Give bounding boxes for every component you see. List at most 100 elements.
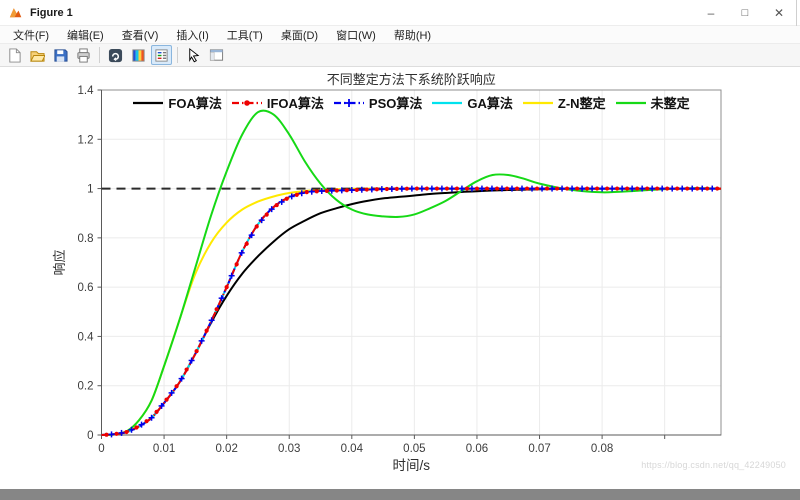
ifoa-marker-dot [655,186,660,191]
print-figure-icon[interactable] [73,45,94,65]
ifoa-marker-dot [334,188,339,193]
insert-legend-icon[interactable] [151,45,172,65]
ifoa-marker-dot [444,186,450,191]
legend-label: GA算法 [467,96,513,111]
ifoa-marker-dot [284,196,289,201]
ifoa-marker-dot [524,186,530,191]
ifoa-marker-dot [424,186,429,191]
series-line [101,109,722,436]
legend-item-0: FOA算法 [132,93,222,112]
chart-legend[interactable]: FOA算法 IFOA算法 PSO算法 GA算法 Z-N整定 未整定 [101,93,721,112]
menu-item-6[interactable]: 窗口(W) [336,29,376,42]
menu-bar: 文件(F) 编辑(E) 查看(V) 插入(I) 工具(T) 桌面(D) 窗口(W) 帮助(H) [0,26,800,44]
window-bottom-edge [0,489,800,500]
figure-app-icon [8,5,23,20]
x-tick-label: 0.03 [278,443,300,455]
ifoa-marker-dot [544,186,550,191]
y-axis-label: 响应 [52,249,67,275]
maximize-button[interactable]: □ [741,7,749,19]
ifoa-marker-dot [254,224,259,229]
ifoa-marker-dot [364,187,369,192]
show-plot-tools-icon[interactable] [206,45,227,65]
x-axis-label: 时间/s [392,458,430,473]
legend-label: PSO算法 [368,96,423,111]
save-figure-icon[interactable] [50,45,71,65]
ifoa-marker-dot [675,186,680,191]
legend-item-5: 未整定 [615,93,690,112]
menu-item-0[interactable]: 文件(F) [13,29,50,42]
legend-item-4: Z-N整定 [522,93,606,112]
menu-item-1[interactable]: 编辑(E) [67,29,104,42]
ifoa-marker-dot [114,431,119,436]
open-file-icon[interactable] [27,45,48,65]
legend-sample-line [133,101,164,104]
ifoa-marker-dot [174,384,179,389]
x-tick-label: 0.04 [341,443,364,455]
ifoa-marker-dot [434,186,440,191]
y-tick-label: 1.4 [78,85,95,97]
minimize-button[interactable]: – [707,6,715,20]
ifoa-marker-dot [154,409,159,414]
ifoa-marker-dot [124,429,129,435]
legend-sample-line [432,101,463,104]
legend-sample-dashdot [231,99,262,106]
ifoa-marker-dot [504,186,510,191]
ifoa-marker-dot [234,262,239,267]
legend-label: 未整定 [650,96,690,111]
menu-item-2[interactable]: 查看(V) [121,29,159,42]
close-button[interactable]: ✕ [773,6,785,20]
ifoa-marker-dot [574,186,580,191]
y-tick-label: 1.2 [78,134,94,146]
ifoa-marker-dot [514,186,520,191]
menu-item-3[interactable]: 插入(I) [176,29,209,42]
new-figure-icon[interactable] [4,45,25,65]
y-tick-label: 0 [87,430,93,442]
ifoa-marker-dot [314,189,319,194]
edit-plot-icon[interactable] [183,45,204,65]
y-tick-label: 0.4 [78,331,95,343]
ifoa-marker-dot [394,186,399,191]
ifoa-marker-dot [625,186,630,191]
ifoa-marker-dot [595,186,600,191]
ifoa-marker-dot [184,367,189,372]
x-tick-label: 0 [98,443,104,455]
toolbar-separator [177,47,178,63]
ifoa-marker-dot [464,186,470,191]
window-title: Figure 1 [30,6,73,19]
watermark-text: https://blog.csdn.net/qq_42249050 [641,460,786,470]
toolbar [0,44,800,67]
chart: 0 0.01 0.02 0.03 0.04 0.05 0.06 0.07 0.08 0 0.2 0.4… [52,72,722,473]
ifoa-marker-dot [494,186,500,191]
menu-item-5[interactable]: 桌面(D) [280,29,319,42]
menu-item-4[interactable]: 工具(T) [226,29,263,42]
ifoa-marker-dot [695,186,700,191]
plot-area [101,90,721,435]
link-plot-icon[interactable] [105,45,126,65]
insert-colorbar-icon[interactable] [128,45,149,65]
legend-label: Z-N整定 [557,96,606,111]
ifoa-marker-dot [665,186,670,191]
legend-item-3: GA算法 [431,93,513,112]
ifoa-marker-dot [374,187,379,192]
ifoa-marker-dot [635,186,640,191]
legend-item-1: IFOA算法 [231,93,324,112]
ifoa-marker-dot [214,307,219,312]
toolbar-separator [99,47,100,63]
ifoa-marker-dot [144,419,149,424]
ifoa-marker-dot [164,397,169,402]
legend-item-2: PSO算法 [333,93,422,112]
ifoa-marker-dot [564,186,570,191]
ifoa-marker-dot [294,192,299,197]
ifoa-marker-dot [554,186,560,191]
ifoa-marker-dot [194,349,199,354]
ifoa-marker-dot [244,241,249,246]
y-tick-label: 0.8 [78,233,94,245]
ifoa-marker-dot [324,188,329,193]
title-bar[interactable]: Figure 1 – □ ✕ [0,0,800,26]
x-tick-label: 0.01 [153,443,175,455]
x-tick-label: 0.05 [403,443,425,455]
menu-item-7[interactable]: 帮助(H) [393,29,432,42]
ifoa-marker-dot [454,186,460,191]
ifoa-marker-dot [134,425,139,430]
ifoa-marker-dot [615,186,620,191]
